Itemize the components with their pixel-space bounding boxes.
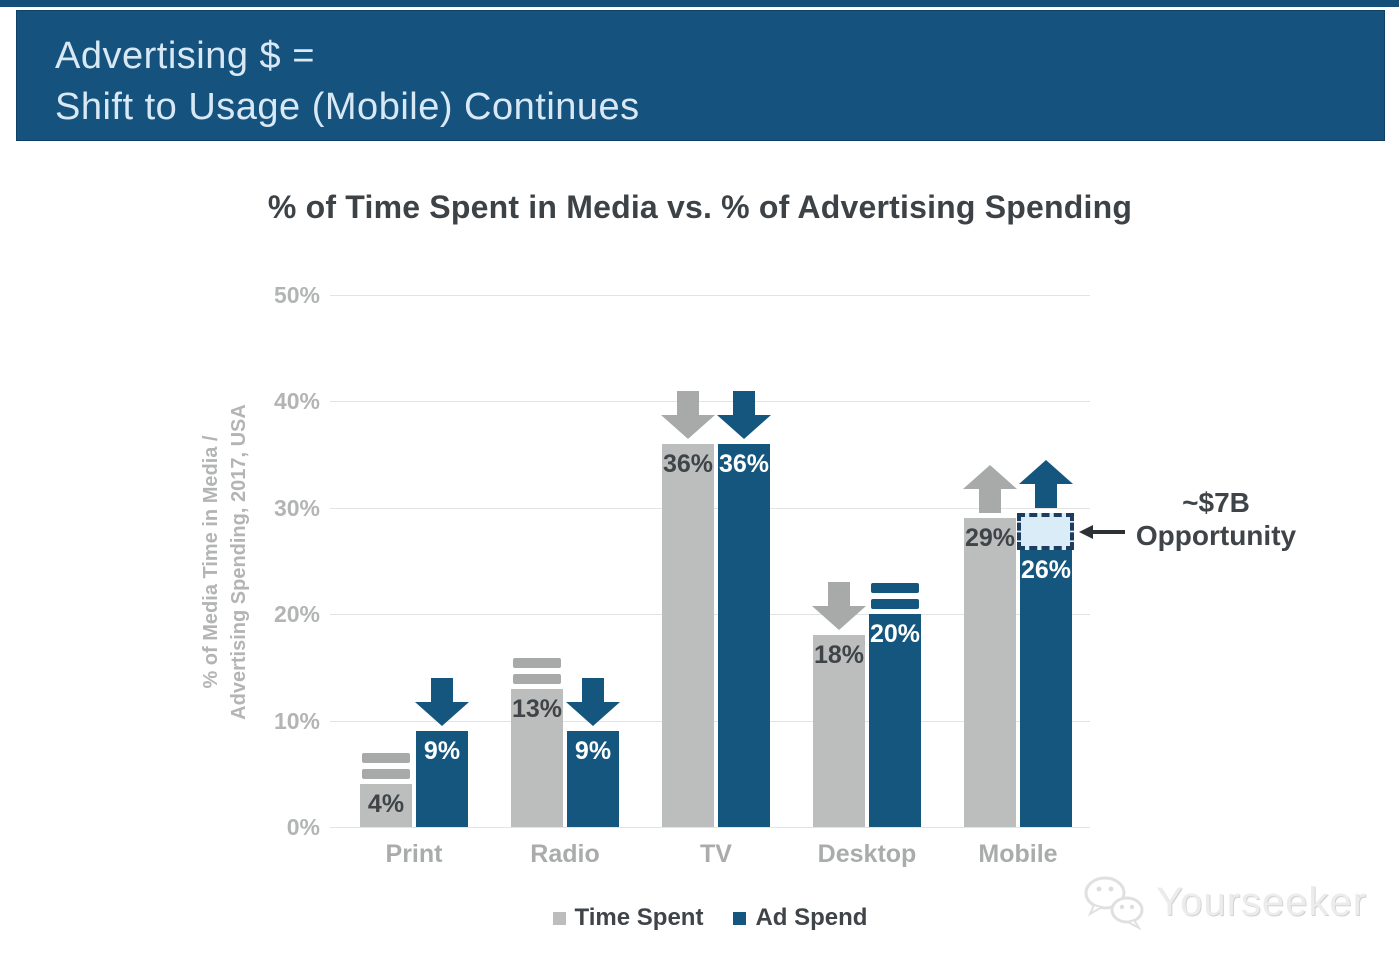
bar-value-label: 4% [367, 790, 405, 819]
bar-ad-spend: 20% [869, 614, 921, 827]
category-label: TV [700, 840, 732, 868]
marker-equal-icon [513, 657, 561, 684]
chat-bubbles-icon [1084, 876, 1144, 930]
marker-down-icon [812, 582, 866, 631]
chart-legend: Time Spent Ad Spend [330, 903, 1090, 933]
bar-value-label: 36% [662, 449, 714, 478]
opportunity-annotation: ~$7B Opportunity [1126, 486, 1306, 552]
watermark-text: Yourseeker [1156, 879, 1367, 924]
legend-item-time-spent: Time Spent [552, 904, 704, 932]
bar-value-label: 20% [869, 620, 921, 649]
bar-ad-spend: 9% [567, 731, 619, 827]
legend-item-ad-spend: Ad Spend [733, 904, 867, 932]
chart-title: % of Time Spent in Media vs. % of Advert… [267, 189, 1133, 225]
gridline [330, 401, 1090, 403]
bar-time-spent: 29% [964, 518, 1016, 827]
y-tick-label: 50% [273, 282, 320, 308]
category-label: Radio [530, 840, 600, 868]
category-label: Mobile [978, 840, 1058, 868]
y-tick-label: 0% [286, 814, 320, 840]
top-accent-strip [0, 0, 1399, 7]
opportunity-word: Opportunity [1135, 519, 1297, 551]
banner-title-line2: Shift to Usage (Mobile) Continues [55, 86, 640, 128]
bar-ad-spend: 9% [416, 731, 468, 827]
y-tick-label: 40% [273, 388, 320, 415]
bar-value-label: 18% [813, 641, 865, 670]
marker-equal-icon [362, 753, 410, 780]
bar-time-spent: 36% [662, 443, 714, 827]
marker-down-icon [717, 390, 771, 439]
watermark: Yourseeker [1082, 874, 1367, 930]
legend-label-time-spent: Time Spent [574, 904, 704, 931]
marker-down-icon [661, 390, 715, 439]
bar-value-label: 29% [964, 524, 1016, 553]
bar-time-spent: 13% [511, 688, 563, 827]
banner-title-line1: Advertising $ = [55, 35, 315, 77]
marker-down-icon [415, 678, 469, 727]
opportunity-box [1017, 513, 1074, 551]
bar-value-label: 13% [511, 694, 563, 723]
bar-time-spent: 4% [360, 784, 412, 827]
bar-value-label: 36% [718, 449, 770, 478]
opportunity-amount: ~$7B [1182, 486, 1250, 518]
y-tick-label: 20% [273, 601, 320, 628]
y-tick-label: 30% [273, 494, 320, 521]
time-spent-swatch-icon [552, 911, 566, 925]
marker-up-icon [963, 465, 1017, 514]
y-axis-title: % of Media Time in Media / Advertising S… [197, 302, 253, 822]
bar-ad-spend: 26% [1020, 550, 1072, 827]
header-banner: Advertising $ = Shift to Usage (Mobile) … [16, 10, 1385, 141]
marker-down-icon [566, 678, 620, 727]
marker-equal-icon [871, 583, 919, 610]
category-label: Print [385, 840, 443, 868]
left-arrow-icon [1079, 524, 1125, 540]
ad-spend-swatch-icon [733, 911, 747, 925]
bar-value-label: 9% [423, 737, 461, 766]
y-axis-title-line2: Advertising Spending, 2017, USA [228, 404, 250, 720]
y-tick-label: 10% [273, 707, 320, 734]
legend-label-ad-spend: Ad Spend [755, 904, 868, 931]
gridline [330, 295, 1090, 296]
y-axis-title-line1: % of Media Time in Media / [200, 435, 222, 689]
bar-value-label: 9% [574, 737, 612, 766]
bar-ad-spend: 36% [718, 443, 770, 827]
category-label: Desktop [817, 840, 917, 868]
marker-up-icon [1019, 460, 1073, 509]
bar-value-label: 26% [1020, 556, 1072, 585]
gridline [330, 827, 1090, 828]
bar-time-spent: 18% [813, 635, 865, 827]
